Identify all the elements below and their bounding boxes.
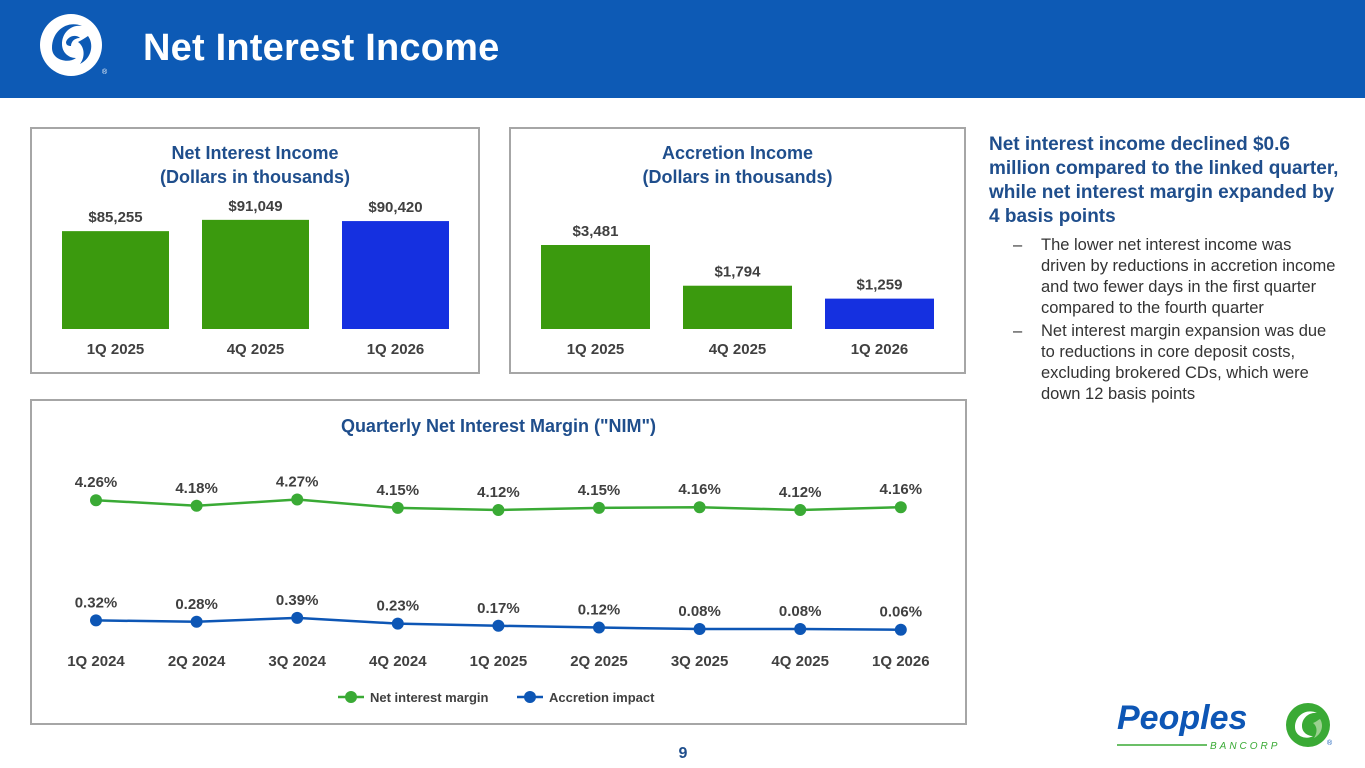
category-label: 1Q 2025 (87, 341, 145, 358)
x-axis-label: 3Q 2024 (268, 653, 326, 670)
data-point (794, 623, 807, 635)
bullet-marker: – (1013, 322, 1023, 340)
bar-value-label: $1,794 (715, 264, 762, 281)
logo-sub: BANCORP (1210, 741, 1280, 752)
bar-value-label: $1,259 (857, 277, 903, 294)
legend-marker (524, 691, 536, 703)
commentary-bullet: – Net interest margin expansion was due t… (989, 321, 1339, 405)
data-point (593, 621, 605, 634)
x-axis-label: 1Q 2025 (470, 653, 528, 670)
bar-value-label: $90,420 (368, 199, 422, 216)
data-label: 0.17% (477, 600, 520, 617)
net-interest-income-panel: Net Interest Income (Dollars in thousands… (30, 127, 480, 374)
x-axis-label: 2Q 2025 (570, 653, 628, 670)
bar-value-label: $91,049 (228, 198, 282, 215)
commentary-bullets: – The lower net interest income was drive… (989, 235, 1339, 405)
commentary: Net interest income declined $0.6 millio… (989, 133, 1339, 407)
data-point (90, 614, 102, 627)
bar (541, 245, 650, 329)
chart-title: Quarterly Net Interest Margin ("NIM") (341, 416, 656, 436)
data-label: 0.39% (276, 592, 319, 609)
data-point (90, 494, 102, 507)
accretion-income-panel: Accretion Income (Dollars in thousands) $3… (509, 127, 966, 374)
page-title: Net Interest Income (143, 27, 500, 69)
category-label: 1Q 2026 (851, 341, 909, 358)
data-label: 4.27% (276, 474, 319, 491)
x-axis-label: 4Q 2025 (771, 653, 829, 670)
data-label: 0.28% (175, 596, 218, 613)
nim-panel: Quarterly Net Interest Margin ("NIM") 4.2… (30, 399, 967, 725)
category-label: 1Q 2025 (567, 341, 625, 358)
registered-mark: ® (102, 68, 108, 76)
data-label: 0.12% (578, 602, 621, 619)
data-label: 4.12% (477, 484, 520, 501)
category-label: 4Q 2025 (227, 341, 285, 358)
bullet-text: Net interest margin expansion was due to… (1041, 322, 1327, 403)
data-label: 4.15% (578, 482, 621, 499)
legend-marker (345, 691, 357, 703)
data-point (190, 615, 203, 628)
data-point (291, 493, 304, 506)
data-point (190, 499, 203, 512)
nim-line-chart: Quarterly Net Interest Margin ("NIM") 4.2… (67, 416, 930, 705)
data-label: 0.23% (377, 598, 420, 615)
category-label: 1Q 2026 (367, 341, 425, 358)
chart-title: Net Interest Income (171, 143, 338, 163)
data-label: 4.15% (377, 482, 420, 499)
bar (62, 231, 169, 329)
bar-value-label: $85,255 (88, 209, 142, 226)
data-label: 0.06% (880, 604, 923, 621)
bullet-marker: – (1013, 236, 1023, 254)
x-axis-label: 2Q 2024 (168, 653, 226, 670)
chart-title: (Dollars in thousands) (642, 167, 832, 187)
data-label: 4.26% (75, 474, 118, 491)
bar (342, 221, 449, 329)
x-axis-label: 1Q 2024 (67, 653, 125, 670)
data-point (693, 623, 706, 635)
bar (202, 219, 309, 329)
bar (683, 285, 792, 329)
page-number: 9 (678, 745, 688, 762)
data-point (593, 501, 605, 514)
data-label: 0.08% (678, 603, 721, 620)
data-point (492, 619, 505, 632)
bullet-text: The lower net interest income was driven… (1041, 236, 1336, 317)
data-point (693, 501, 706, 514)
commentary-bullet: – The lower net interest income was drive… (989, 235, 1339, 319)
logo-swirl-icon (1286, 703, 1330, 747)
data-point (291, 611, 304, 624)
commentary-headline: Net interest income declined $0.6 millio… (989, 134, 1339, 227)
bar-value-label: $3,481 (573, 223, 619, 240)
company-logo-icon: ® (40, 14, 108, 76)
peoples-bancorp-logo: Peoples BANCORP ® (1117, 699, 1333, 752)
data-label: 4.16% (678, 481, 721, 498)
data-label: 4.12% (779, 484, 822, 501)
net-interest-income-chart: Net Interest Income (Dollars in thousands… (62, 143, 449, 358)
chart-title: (Dollars in thousands) (160, 167, 350, 187)
bar (825, 298, 934, 329)
data-point (391, 501, 404, 514)
legend-label: Net interest margin (370, 690, 489, 705)
legend-label: Accretion impact (549, 690, 655, 705)
data-label: 0.32% (75, 594, 118, 611)
accretion-income-chart: Accretion Income (Dollars in thousands) $3… (541, 143, 934, 358)
data-label: 4.16% (880, 481, 923, 498)
data-point (492, 504, 505, 516)
x-axis-label: 1Q 2026 (872, 653, 930, 670)
category-label: 4Q 2025 (709, 341, 767, 358)
data-point (894, 501, 907, 514)
data-point (894, 623, 907, 636)
data-point (794, 504, 807, 516)
chart-title: Accretion Income (662, 143, 813, 163)
data-label: 4.18% (175, 480, 218, 497)
x-axis-label: 3Q 2025 (671, 653, 729, 670)
data-label: 0.08% (779, 603, 822, 620)
header-bar: ® Net Interest Income (0, 0, 1365, 98)
x-axis-label: 4Q 2024 (369, 653, 427, 670)
data-point (391, 617, 404, 630)
logo-registered-mark: ® (1327, 739, 1333, 747)
logo-word: Peoples (1117, 699, 1247, 737)
